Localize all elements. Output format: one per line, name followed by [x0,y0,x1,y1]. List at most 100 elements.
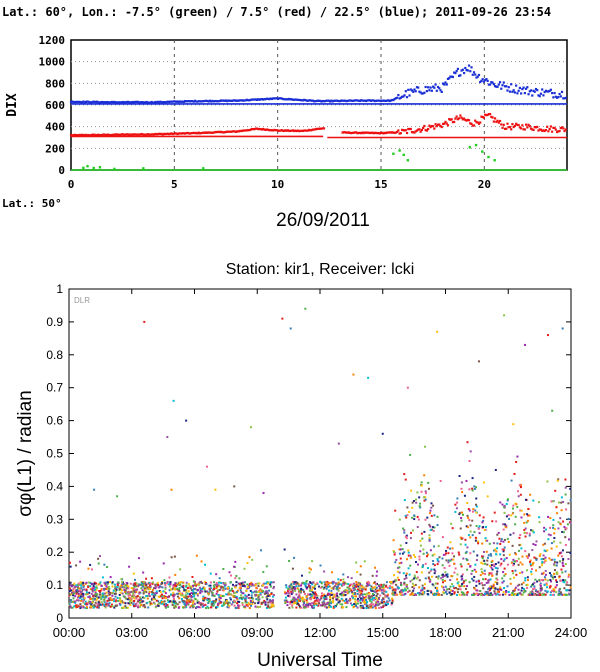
sigma-point [194,583,197,586]
sigma-point [125,581,128,584]
dix-point-blue [139,101,142,104]
sigma-point [539,582,542,585]
sigma-point [182,601,185,604]
sigma-point [341,603,344,606]
sigma-point [419,592,422,595]
sigma-point [494,562,497,565]
sigma-point [301,598,304,601]
sigma-point [120,578,123,581]
sigma-point [342,573,345,576]
sigma-point [143,583,146,586]
sigma-point [501,577,504,580]
sigma-point [95,589,98,592]
dix-point-blue [145,100,148,104]
sigma-point [94,605,97,608]
sigma-point [267,582,270,585]
sigma-point [526,556,529,559]
sigma-point [295,606,298,609]
sigma-point [127,593,130,596]
sigma-point [375,603,378,606]
sigma-point [215,606,218,609]
sigma-point [91,597,94,600]
sigma-point [422,593,425,596]
sigma-point [534,557,537,560]
sigma-point [426,516,429,519]
sigma-point [75,590,78,593]
sigma-point [515,553,518,556]
sigma-point [505,515,508,518]
dix-point-blue [190,99,193,103]
sigma-point [538,579,541,582]
sigma-point [414,498,417,501]
sigma-point [496,590,499,593]
sigma-point [411,579,414,582]
sigma-point [418,555,421,558]
sigma-point [77,587,80,590]
sigma-point [481,572,484,575]
sigma-point [204,607,207,610]
sigma-point [127,594,130,597]
sigma-point [327,606,330,609]
sigma-point [94,582,97,585]
sigma-point [172,584,175,587]
sigma-point [162,600,165,603]
sigma-point [511,512,514,515]
sigma-point [181,594,184,597]
sigma-point [543,530,546,533]
dix-point-red [393,131,396,134]
sigma-point [443,589,446,592]
sigma-point [478,580,481,583]
dix-point-blue [232,99,235,102]
sigma-point [463,494,466,497]
sigma-point [516,593,519,596]
sigma-point [528,514,531,517]
sigma-point [257,596,260,599]
dix-point-red [425,129,428,132]
sigma-point [367,596,370,599]
dix-point-red [207,131,210,134]
sigma-point [251,600,254,603]
sigma-point [84,607,87,610]
dix-point-red [126,133,130,136]
sigma-point [530,529,533,532]
sigma-point [119,597,122,600]
sigma-point [356,606,359,609]
sigma-point [185,603,188,606]
sigma-point [433,564,436,567]
sigma-point [176,588,179,591]
sigma-point [423,499,426,502]
sigma-point [441,573,444,576]
sigma-point [344,589,347,592]
sigma-point [121,592,124,595]
sigma-point [198,581,201,584]
sigma-point [521,571,524,574]
sigma-point [253,590,256,593]
dix-point-blue [172,100,176,103]
sigma-point [399,544,402,547]
sigma-point [433,568,436,571]
sigma-point [406,558,409,561]
sigma-point [149,603,152,606]
sigma-point [197,606,200,609]
dix-point-red [203,131,207,135]
sigma-point [508,517,511,520]
sigma-point [74,600,77,603]
dix-point-red [427,127,430,131]
sigma-point [372,594,375,597]
dix-point-blue [391,98,394,102]
sigma-point [532,531,535,534]
sigma-point [532,562,535,565]
sigma-point [371,606,374,609]
sigma-point [445,559,448,562]
sigma-point [542,571,545,574]
sigma-point [285,592,288,595]
dix-point-red [180,132,183,135]
sigma-point [191,589,194,592]
sigma-point [381,606,384,609]
sigma-point [77,586,80,589]
sigma-point [403,551,406,554]
dix-point-blue [201,100,204,103]
sigma-point [221,586,224,589]
dix-point-red [443,122,446,125]
sigma-point [360,584,363,587]
